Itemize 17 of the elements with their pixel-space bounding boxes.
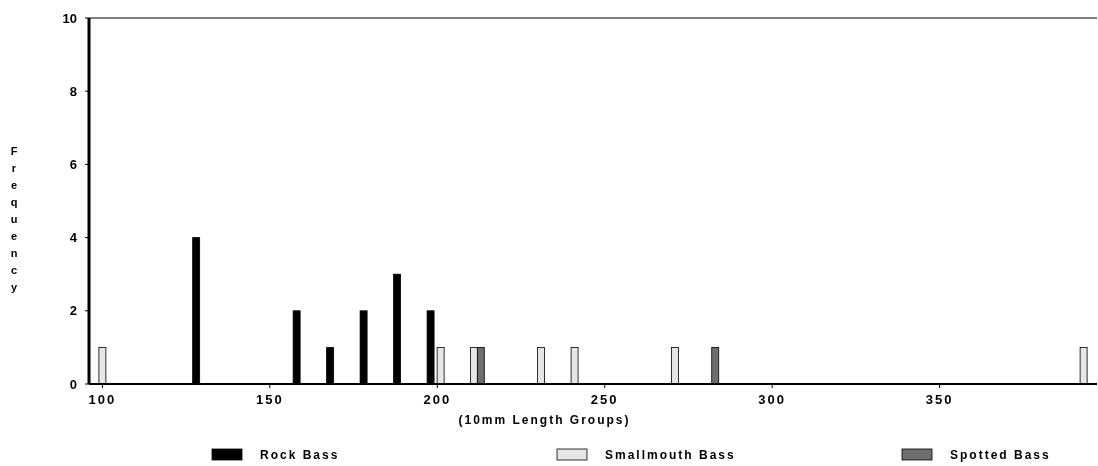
x-tick-label: 300 <box>758 392 787 407</box>
y-tick-label: 4 <box>69 230 78 246</box>
legend-label: Spotted Bass <box>950 448 1051 462</box>
y-tick-label: 2 <box>69 303 77 319</box>
x-tick-label: 350 <box>925 392 954 407</box>
x-tick-label: 250 <box>590 392 619 407</box>
legend-label: Rock Bass <box>260 448 340 462</box>
y-tick-label: 0 <box>69 376 77 392</box>
x-axis-title: (10mm Length Groups) <box>458 413 631 427</box>
x-tick-label: 150 <box>255 392 284 407</box>
text: Frequency <box>10 145 18 293</box>
x-tick-label: 200 <box>423 392 452 407</box>
legend-label: Smallmouth Bass <box>605 448 736 462</box>
x-tick-label: 100 <box>88 392 117 407</box>
y-tick-label: 6 <box>69 156 77 172</box>
y-tick-label: 8 <box>69 83 77 99</box>
y-tick-label: 10 <box>62 10 77 26</box>
